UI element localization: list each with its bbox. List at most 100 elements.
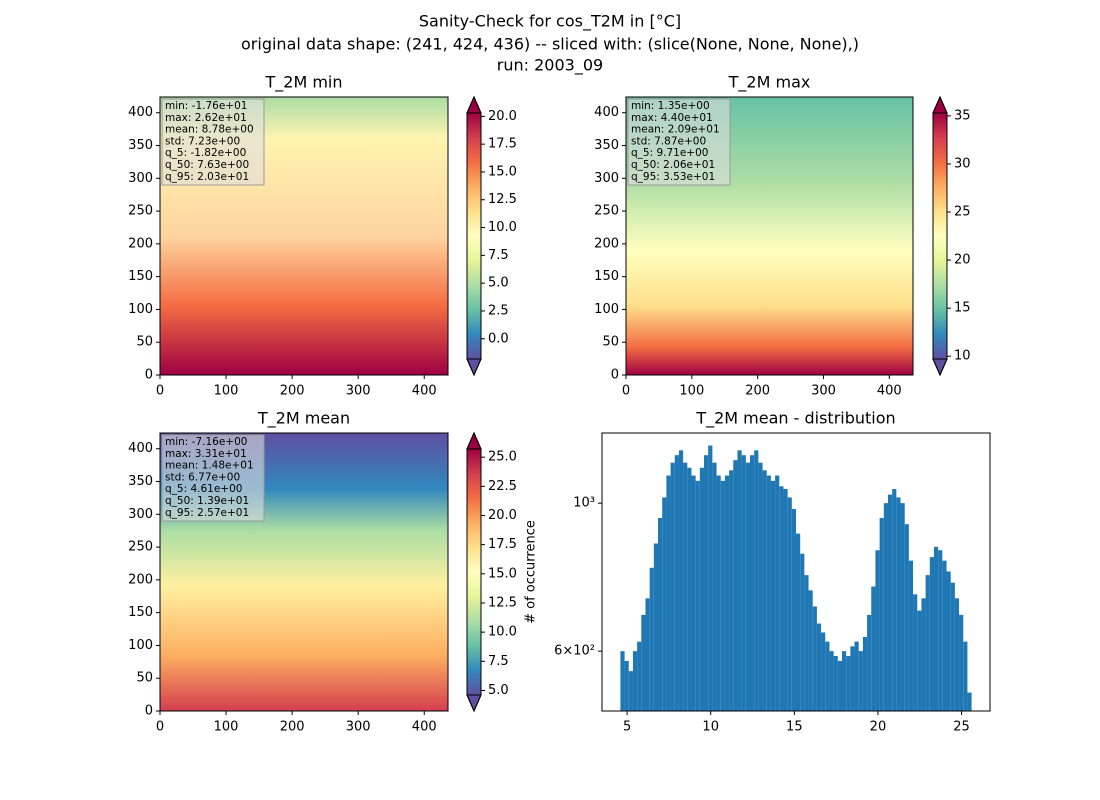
colorbar-tick-label: 12.5 [488, 595, 517, 610]
axes-title: T_2M min [264, 73, 342, 93]
x-tick-label: 100 [214, 384, 239, 399]
y-tick-label: 400 [594, 105, 619, 120]
axes-frame [159, 432, 449, 712]
y-tick-label: 200 [594, 236, 619, 251]
x-tick-label: 20 [870, 720, 887, 735]
histogram-bar [925, 575, 930, 711]
histogram-bar [887, 494, 893, 711]
colorbar-tick-label: 25.0 [488, 450, 517, 465]
y-tick-label: 250 [128, 540, 153, 555]
histogram-bar [649, 567, 654, 711]
stats-line: q_95: 3.53e+01 [631, 171, 715, 183]
histogram-bar [841, 651, 847, 711]
figure-run: run: 2003_09 [497, 56, 603, 76]
y-tick-label: 50 [136, 671, 153, 686]
colorbar-tick-label: 17.5 [488, 137, 517, 152]
y-tick-label: 150 [128, 605, 153, 620]
histogram-bar [938, 550, 943, 711]
histogram-bar [758, 462, 763, 711]
histogram-bar [712, 462, 717, 711]
stats-line: q_50: 7.63e+00 [165, 159, 249, 171]
x-tick-label: 100 [214, 720, 239, 735]
colorbar-frame [466, 431, 482, 713]
colorbar-frame [932, 95, 948, 377]
stats-line: mean: 8.78e+00 [165, 124, 254, 136]
colorbar-tick-label: 15.0 [488, 566, 517, 581]
histogram-bar [775, 475, 780, 711]
stats-box [161, 434, 265, 522]
histogram-bar [745, 462, 751, 711]
histogram-bar [791, 509, 796, 711]
histogram-bar [716, 475, 721, 711]
x-tick-label: 200 [280, 720, 305, 735]
histogram-bar [833, 656, 838, 711]
histogram-bar [729, 470, 734, 711]
histogram-bar [808, 590, 813, 711]
figure-subtitle: original data shape: (241, 424, 436) -- … [241, 35, 859, 54]
histogram-bar [770, 480, 776, 711]
stats-box [627, 98, 731, 186]
histogram-bar [720, 480, 725, 711]
histogram-bar [628, 671, 633, 711]
colorbar-tick-label: 10 [954, 349, 971, 364]
histogram-bar [896, 497, 901, 711]
colorbar-tick-label: 17.5 [488, 537, 517, 552]
x-tick-label: 100 [679, 384, 704, 399]
histogram-bar [917, 610, 922, 711]
histogram-bar [658, 518, 663, 711]
histogram-bar [779, 486, 784, 711]
histogram-bar [871, 586, 876, 711]
histogram-bar [754, 450, 759, 711]
histogram-bar [858, 651, 863, 711]
histogram-bar [762, 470, 767, 711]
x-tick-label: 200 [280, 384, 305, 399]
x-tick-label: 0 [156, 384, 164, 399]
colorbar-tick-label: 2.5 [488, 303, 509, 318]
colorbar-tick-label: 25 [954, 205, 971, 220]
histogram-bar [900, 503, 905, 711]
colorbar-frame [466, 95, 482, 377]
colorbar [467, 113, 481, 359]
x-tick-label: 5 [623, 720, 631, 735]
stats-line: min: -7.16e+00 [165, 436, 247, 448]
colorbar-tick-label: 22.5 [488, 479, 517, 494]
y-tick-label: 50 [602, 335, 619, 350]
histogram-bar [637, 641, 642, 711]
histogram-bar [708, 445, 713, 711]
stats-line: q_50: 1.39e+01 [165, 495, 249, 507]
histogram-bar [959, 614, 964, 711]
x-tick-label: 400 [412, 384, 437, 399]
y-axis-label: # of occurrence [524, 520, 539, 624]
colorbar-extend-max [466, 431, 482, 450]
colorbar-tick-label: 35 [954, 108, 971, 123]
histogram-bar [674, 455, 679, 711]
axes-frame [625, 96, 914, 376]
histogram-bar [800, 553, 805, 711]
histogram-bar [946, 571, 951, 711]
histogram-bar [787, 497, 792, 711]
stats-line: std: 7.23e+00 [165, 135, 240, 147]
histogram-bar [737, 450, 742, 711]
axes-frame [159, 96, 449, 376]
y-tick-label: 300 [128, 507, 153, 522]
x-tick-label: 300 [811, 384, 836, 399]
stats-line: mean: 1.48e+01 [165, 460, 254, 472]
x-tick-label: 400 [877, 384, 902, 399]
histogram-bar [670, 462, 675, 711]
histogram-bar [691, 475, 696, 711]
stats-line: q_5: 4.61e+00 [165, 483, 242, 495]
histogram-bar [954, 598, 960, 711]
y-tick-label: 100 [594, 302, 619, 317]
histogram-bar [854, 641, 859, 711]
histogram-bar [883, 503, 888, 711]
histogram-bar [683, 462, 688, 711]
y-tick-label: 350 [594, 138, 619, 153]
colorbar-tick-label: 5.0 [488, 276, 509, 291]
y-tick-label: 200 [128, 236, 153, 251]
x-tick-label: 300 [346, 720, 371, 735]
histogram-bar [963, 641, 968, 711]
x-tick-label: 300 [346, 384, 371, 399]
histogram-bar [942, 560, 947, 711]
axes-frame [601, 432, 991, 712]
